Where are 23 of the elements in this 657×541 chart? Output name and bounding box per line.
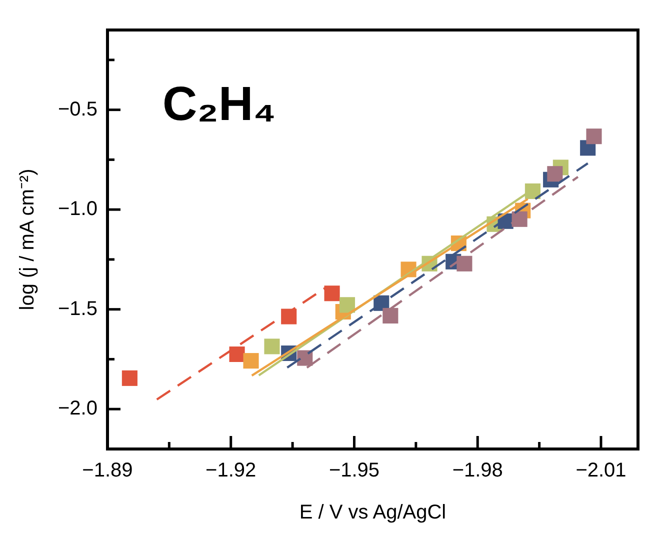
point <box>264 338 280 354</box>
point <box>297 350 313 366</box>
x-axis-title: E / V vs Ag/AgCl <box>299 502 446 524</box>
x-tick-label: −1.89 <box>82 460 133 482</box>
x-tick-label: −1.98 <box>452 460 503 482</box>
point <box>324 286 340 302</box>
point <box>456 256 472 272</box>
y-tick-label: −2.0 <box>58 398 98 420</box>
y-tick-label: −1.5 <box>58 298 98 320</box>
point <box>547 166 563 182</box>
point <box>229 346 245 362</box>
y-axis-title: log (j / mA cm⁻²) <box>16 168 39 310</box>
text: C₂H₄ <box>162 78 276 131</box>
y-tick-label: −1.0 <box>58 198 98 220</box>
point <box>122 370 138 386</box>
point <box>243 353 259 369</box>
y-tick-label: −0.5 <box>58 98 98 120</box>
x-tick-label: −1.92 <box>206 460 256 482</box>
point <box>382 308 398 324</box>
x-tick-label: −1.95 <box>328 460 380 482</box>
point <box>339 297 356 313</box>
point <box>586 128 602 144</box>
x-tick-label: −2.01 <box>576 460 626 482</box>
